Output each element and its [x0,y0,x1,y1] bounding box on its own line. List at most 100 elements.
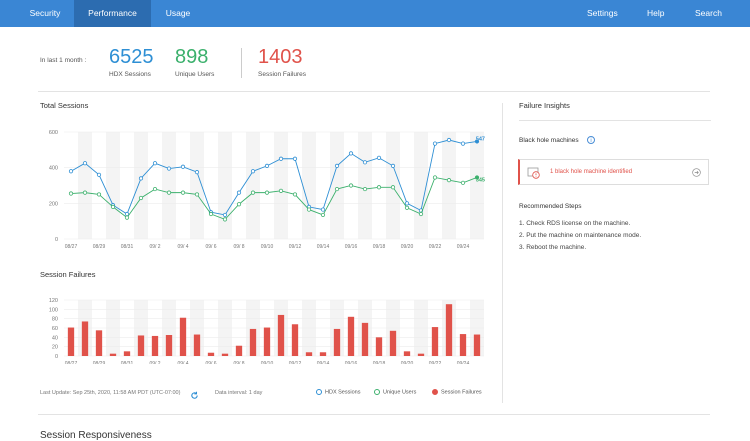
unique-users-point [362,186,368,192]
x-tick-label: 08/29 [93,244,106,250]
unique-users-point [222,217,228,222]
session-failures-bar [403,351,411,356]
data-interval-text: Data interval: 1 day [215,390,263,396]
recommended-steps-list: 1. Check RDS license on the machine. 2. … [519,218,641,254]
session-failures-bar [95,330,103,356]
grid-stripe [106,132,120,239]
unique-users-latest-label: 345 [476,177,485,183]
y-tick-label: 60 [52,326,58,332]
grid-stripe [246,132,260,239]
total-sessions-chart: 0 200 400 600 08/27 08/29 08/31 09/ 2 09/ 4 09/ 6… [49,130,485,250]
grid-stripe [78,132,92,239]
y-tick-label: 80 [52,317,58,323]
unique-users-point [432,175,438,180]
y-tick-label: 20 [52,345,58,351]
hdx-sessions-point [264,163,270,168]
hdx-sessions-point [278,156,284,161]
search-link[interactable]: Search [695,8,722,18]
session-failures-bar [193,334,201,356]
x-tick-label: 09/24 [457,361,470,364]
hdx-sessions-point [334,163,340,168]
session-failures-bar [151,335,159,356]
total-sessions-title: Total Sessions [40,101,89,110]
tab-security[interactable]: Security [29,8,61,18]
session-failures-bar [249,328,257,356]
unique-users-point [418,211,424,217]
x-tick-label: 09/12 [289,244,302,250]
info-icon[interactable]: i [587,136,595,144]
unique-users-point [166,190,172,195]
session-failures-bar [221,353,229,356]
session-failures-bar [473,334,481,356]
insights-divider [519,120,711,121]
x-tick-label: 09/20 [401,244,414,250]
session-failures-bar [333,328,341,356]
settings-link[interactable]: Settings [587,8,618,18]
unique-users-point [96,192,102,197]
session-failures-bar [137,335,145,356]
x-tick-label: 09/22 [429,244,442,250]
session-failures-bar [361,322,369,356]
y-tick-label: 40 [52,335,58,341]
legend-session-failures[interactable]: Session Failures [432,389,482,395]
tab-performance[interactable]: Performance [74,0,151,27]
hdx-sessions-point [222,212,228,218]
session-failures-title: Session Failures [40,270,96,279]
unique-users-point [334,186,340,192]
refresh-icon[interactable] [190,387,199,399]
section-divider [38,91,710,92]
unique-users-point [264,190,270,195]
legend-failures-marker [432,389,438,395]
x-tick-label: 08/31 [121,244,134,250]
y-tick-label: 0 [55,237,58,243]
session-failures-bar [431,327,439,356]
session-failures-label: Session Failures [258,71,307,78]
x-tick-label: 09/20 [401,361,414,364]
tab-usage[interactable]: Usage [165,8,191,18]
legend-unique-users[interactable]: Unique Users [374,389,416,395]
unique-users-point [446,178,452,183]
recommended-step: 3. Reboot the machine. [519,244,587,251]
x-tick-label: 09/24 [457,244,470,250]
x-tick-label: 08/27 [65,244,78,250]
session-failures-bar [179,317,187,356]
grid-stripe [134,132,148,239]
recommended-steps-title: Recommended Steps [519,203,582,210]
unique-users-point [390,185,396,190]
unique-users-point [208,211,214,217]
session-failures-bar [263,327,271,356]
session-failures-chart: 0 20 40 60 80 100 120 08/27 08/29 08/31 09/ 2 09/ 4… [49,298,484,364]
hdx-sessions-point [152,161,158,166]
unique-users-point [348,183,354,188]
session-failures-bar [207,352,215,356]
x-tick-label: 09/10 [261,361,274,364]
black-hole-alert-card[interactable]: 1 black hole machine identified [518,159,709,185]
failure-insights-title: Failure Insights [519,101,570,110]
unique-users-point [180,190,186,195]
legend-hdx-sessions[interactable]: HDX Sessions [316,389,360,395]
grid-stripe [302,132,316,239]
x-tick-label: 09/14 [317,244,330,250]
session-failures-bar [67,327,75,356]
unique-users-point [110,204,116,210]
unique-users-point [194,192,200,197]
hdx-sessions-point [194,170,200,175]
x-tick-label: 09/ 2 [149,244,160,250]
hdx-sessions-point [446,137,452,143]
unique-users-point [138,195,144,201]
legend-failures-label: Session Failures [441,389,482,396]
hdx-sessions-point [292,156,298,161]
help-link[interactable]: Help [647,8,665,18]
x-tick-label: 09/ 8 [233,361,244,364]
x-tick-label: 09/ 6 [205,244,216,250]
hdx-sessions-point [390,163,396,168]
black-hole-machines-label: Black hole machines [519,137,579,144]
hdx-sessions-point [180,164,186,169]
hdx-sessions-point [236,190,242,195]
session-failures-bar [305,352,313,356]
x-tick-label: 09/22 [429,361,442,364]
y-tick-label: 400 [49,166,58,172]
unique-users-point [68,191,74,196]
hdx-sessions-point [348,151,354,156]
last-update-text: Last Update: Sep 25th, 2020, 11:58 AM PD… [40,390,181,396]
